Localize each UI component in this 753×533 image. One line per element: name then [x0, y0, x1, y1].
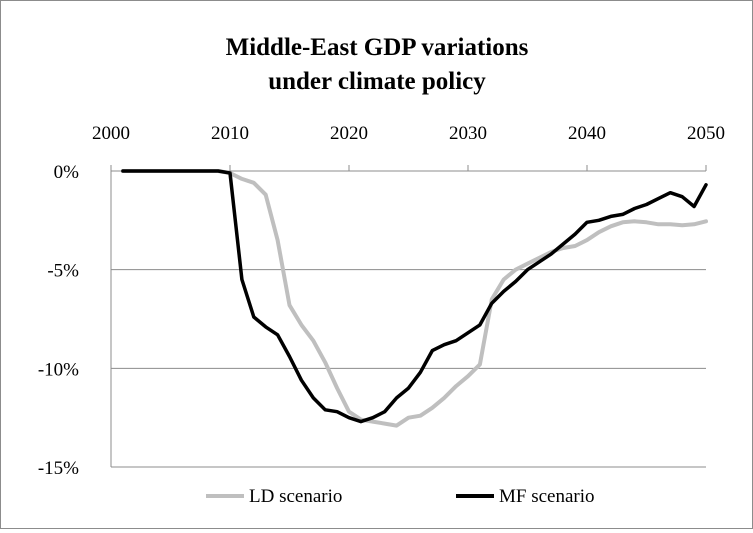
x-tick-label: 2000 [92, 123, 130, 144]
series-line-ld-scenario [120, 169, 708, 428]
y-tick-label: -5% [47, 261, 79, 282]
y-tick-label: -10% [38, 359, 79, 380]
series-line-mf-scenario [121, 169, 708, 424]
y-tick-label: 0% [54, 162, 80, 183]
y-tick-label: -15% [38, 458, 79, 479]
legend-label: LD scenario [249, 486, 342, 507]
x-tick-label: 2050 [687, 123, 725, 144]
x-tick-label: 2010 [211, 123, 249, 144]
legend-label: MF scenario [499, 486, 595, 507]
x-tick-label: 2040 [568, 123, 606, 144]
grid-layer [110, 170, 706, 468]
x-tick-label: 2030 [449, 123, 487, 144]
legend: LD scenario MF scenario [206, 486, 595, 507]
chart-title-line-2: under climate policy [268, 68, 486, 95]
tick-layer: 0% -5% -10% -15% 2000 2010 2020 2030 2040 2050 [38, 123, 725, 479]
series-layer [120, 169, 708, 428]
x-tick-label: 2020 [330, 123, 368, 144]
chart-title-line-1: Middle-East GDP variations [226, 34, 529, 61]
